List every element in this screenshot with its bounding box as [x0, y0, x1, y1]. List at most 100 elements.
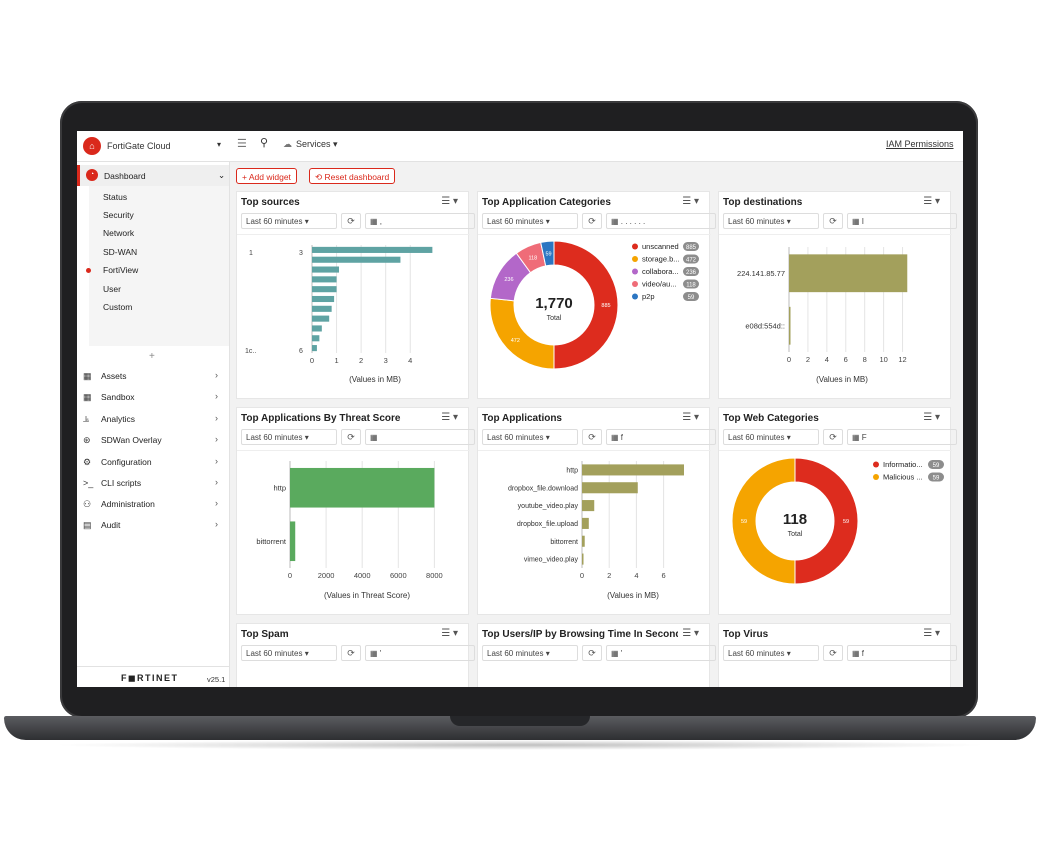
sidebar: ◔ Dashboard ⌄ Status Security Network SD… — [77, 162, 230, 687]
time-range-select[interactable]: Last 60 minutes ▾ — [241, 429, 337, 445]
x-axis-label: (Values in Threat Score) — [324, 591, 410, 600]
terminal-icon: >_ — [83, 478, 94, 488]
refresh-icon[interactable]: ⟳ — [823, 213, 843, 229]
x-tick-label: 10 — [879, 355, 887, 364]
donut-total-label: Total — [547, 315, 562, 322]
legend-count-badge — [683, 292, 699, 301]
subnav-custom[interactable]: Custom — [103, 302, 133, 312]
refresh-icon[interactable]: ⟳ — [582, 645, 602, 661]
widget-body: 0 2000 4000 6000 8000 http bittorrent (Values … — [237, 450, 470, 615]
widget-menu-icon[interactable]: ☰ ▾ — [682, 412, 699, 423]
subnav-sd-wan[interactable]: SD-WAN — [103, 247, 138, 257]
bar — [789, 306, 791, 345]
subnav-user[interactable]: User — [103, 284, 121, 294]
sidebar-item-dashboard[interactable]: ◔ Dashboard ⌄ — [77, 165, 229, 186]
x-tick-label: 8 — [863, 355, 867, 364]
device-filter[interactable]: ▦ F — [847, 429, 957, 445]
x-tick-label: 2000 — [318, 571, 335, 580]
x-tick-label: 4 — [634, 571, 638, 580]
bar — [312, 335, 320, 342]
x-tick-label: 4000 — [354, 571, 371, 580]
sidebar-item-label: Administration — [101, 499, 155, 509]
time-range-select[interactable]: Last 60 minutes ▾ — [482, 429, 578, 445]
legend-count: 59 — [933, 463, 940, 469]
sidebar-item-assets[interactable]: ▦ Assets › — [83, 370, 225, 385]
widget-menu-icon[interactable]: ☰ ▾ — [441, 628, 458, 639]
sidebar-item-audit[interactable]: ▤ Audit › — [83, 519, 225, 534]
sidebar-item-analytics[interactable]: ⫡ Analytics › — [83, 413, 225, 428]
sidebar-item-configuration[interactable]: ⚙ Configuration › — [83, 456, 225, 471]
time-range-select[interactable]: Last 60 minutes ▾ — [241, 645, 337, 661]
device-filter[interactable]: ▦ f — [847, 645, 957, 661]
refresh-icon[interactable]: ⟳ — [823, 645, 843, 661]
device-filter[interactable]: ▦ I — [847, 213, 957, 229]
widget-title: Top Applications By Threat Score — [241, 413, 401, 424]
reset-dashboard-button[interactable]: ⟲ Reset dashboard — [309, 168, 396, 184]
widget-menu-icon[interactable]: ☰ ▾ — [923, 196, 940, 207]
top-bar: ⌂ FortiGate Cloud ▾ ☰ ⚲ ☁ Services ▾ IAM… — [77, 131, 963, 162]
widget-menu-icon[interactable]: ☰ ▾ — [682, 196, 699, 207]
refresh-icon[interactable]: ⟳ — [582, 213, 602, 229]
x-axis-label: (Values in MB) — [607, 591, 659, 600]
time-range-select[interactable]: Last 60 minutes ▾ — [482, 645, 578, 661]
refresh-icon[interactable]: ⟳ — [341, 429, 361, 445]
subnav-fortiview[interactable]: FortiView — [103, 265, 139, 275]
bar — [312, 246, 433, 253]
x-tick-label: 0 — [288, 571, 292, 580]
refresh-icon[interactable]: ⟳ — [341, 645, 361, 661]
widget-menu-icon[interactable]: ☰ ▾ — [923, 412, 940, 423]
chevron-down-icon[interactable]: ▾ — [217, 140, 222, 149]
widget-body: 885 472 236 118 59 1,770 Total unscanned 885 s… — [478, 234, 711, 399]
chevron-right-icon: › — [215, 434, 218, 444]
time-range-select[interactable]: Last 60 minutes ▾ — [723, 429, 819, 445]
sidebar-item-sandbox[interactable]: ▦ Sandbox › — [83, 391, 225, 406]
refresh-icon[interactable]: ⟳ — [341, 213, 361, 229]
device-filter[interactable]: ▦ f — [606, 429, 716, 445]
brand[interactable]: ⌂ FortiGate Cloud — [83, 137, 171, 155]
legend-count-badge — [928, 460, 944, 469]
chevron-down-icon: ⌄ — [218, 170, 226, 180]
device-filter[interactable]: ▦ — [365, 429, 475, 445]
refresh-icon[interactable]: ⟳ — [582, 429, 602, 445]
add-dashboard-button[interactable]: + — [149, 351, 155, 362]
sidebar-item-administration[interactable]: ⚇ Administration › — [83, 498, 225, 513]
slice-value-label: 118 — [528, 255, 537, 261]
time-range-select[interactable]: Last 60 minutes ▾ — [723, 645, 819, 661]
subnav-network[interactable]: Network — [103, 228, 135, 238]
widget-body: 0 1 2 3 4 1 3 1c.. 6 (Values in MB) — [237, 234, 470, 399]
bar — [290, 521, 296, 562]
bar — [312, 295, 335, 303]
legend-label: unscanned — [642, 242, 679, 251]
widget-menu-icon[interactable]: ☰ ▾ — [923, 628, 940, 639]
legend-count: 472 — [686, 258, 697, 264]
device-filter[interactable]: ▦ , — [365, 213, 475, 229]
refresh-icon[interactable]: ⟳ — [823, 429, 843, 445]
iam-permissions-link[interactable]: IAM Permissions — [886, 139, 954, 149]
services-menu[interactable]: Services ▾ — [296, 139, 338, 149]
subnav-security[interactable]: Security — [103, 210, 134, 220]
source-label: 1c.. — [245, 348, 256, 355]
search-icon[interactable]: ⚲ — [260, 137, 269, 149]
subnav-status[interactable]: Status — [103, 192, 128, 202]
widget-title: Top Applications — [482, 413, 562, 424]
widget-top-application-categories: Top Application Categories ☰ ▾ Last 60 m… — [477, 191, 716, 399]
slice-value-label: 59 — [843, 519, 849, 525]
dashboard-icon: ◔ — [86, 169, 98, 181]
bar — [312, 286, 337, 293]
device-filter[interactable]: ▦ ' — [606, 645, 716, 661]
widget-menu-icon[interactable]: ☰ ▾ — [441, 196, 458, 207]
sidebar-item-sdwan-overlay[interactable]: ⊛ SDWan Overlay › — [83, 434, 225, 449]
widget-menu-icon[interactable]: ☰ ▾ — [682, 628, 699, 639]
sidebar-item-cli-scripts[interactable]: >_ CLI scripts › — [83, 477, 225, 492]
hamburger-menu-icon[interactable]: ☰ — [237, 138, 247, 150]
time-range-select[interactable]: Last 60 minutes ▾ — [241, 213, 337, 229]
device-filter[interactable]: ▦ . . . . . . — [606, 213, 716, 229]
category-label: bittorrent — [550, 539, 578, 546]
widget-menu-icon[interactable]: ☰ ▾ — [441, 412, 458, 423]
legend-label: video/au... — [642, 280, 677, 289]
add-widget-button[interactable]: + Add widget — [236, 168, 297, 184]
widget-body: 0 2 4 6 8 10 12 224.141.85.77 e08d:554d:: (Value… — [719, 234, 952, 399]
time-range-select[interactable]: Last 60 minutes ▾ — [723, 213, 819, 229]
device-filter[interactable]: ▦ ' — [365, 645, 475, 661]
time-range-select[interactable]: Last 60 minutes ▾ — [482, 213, 578, 229]
